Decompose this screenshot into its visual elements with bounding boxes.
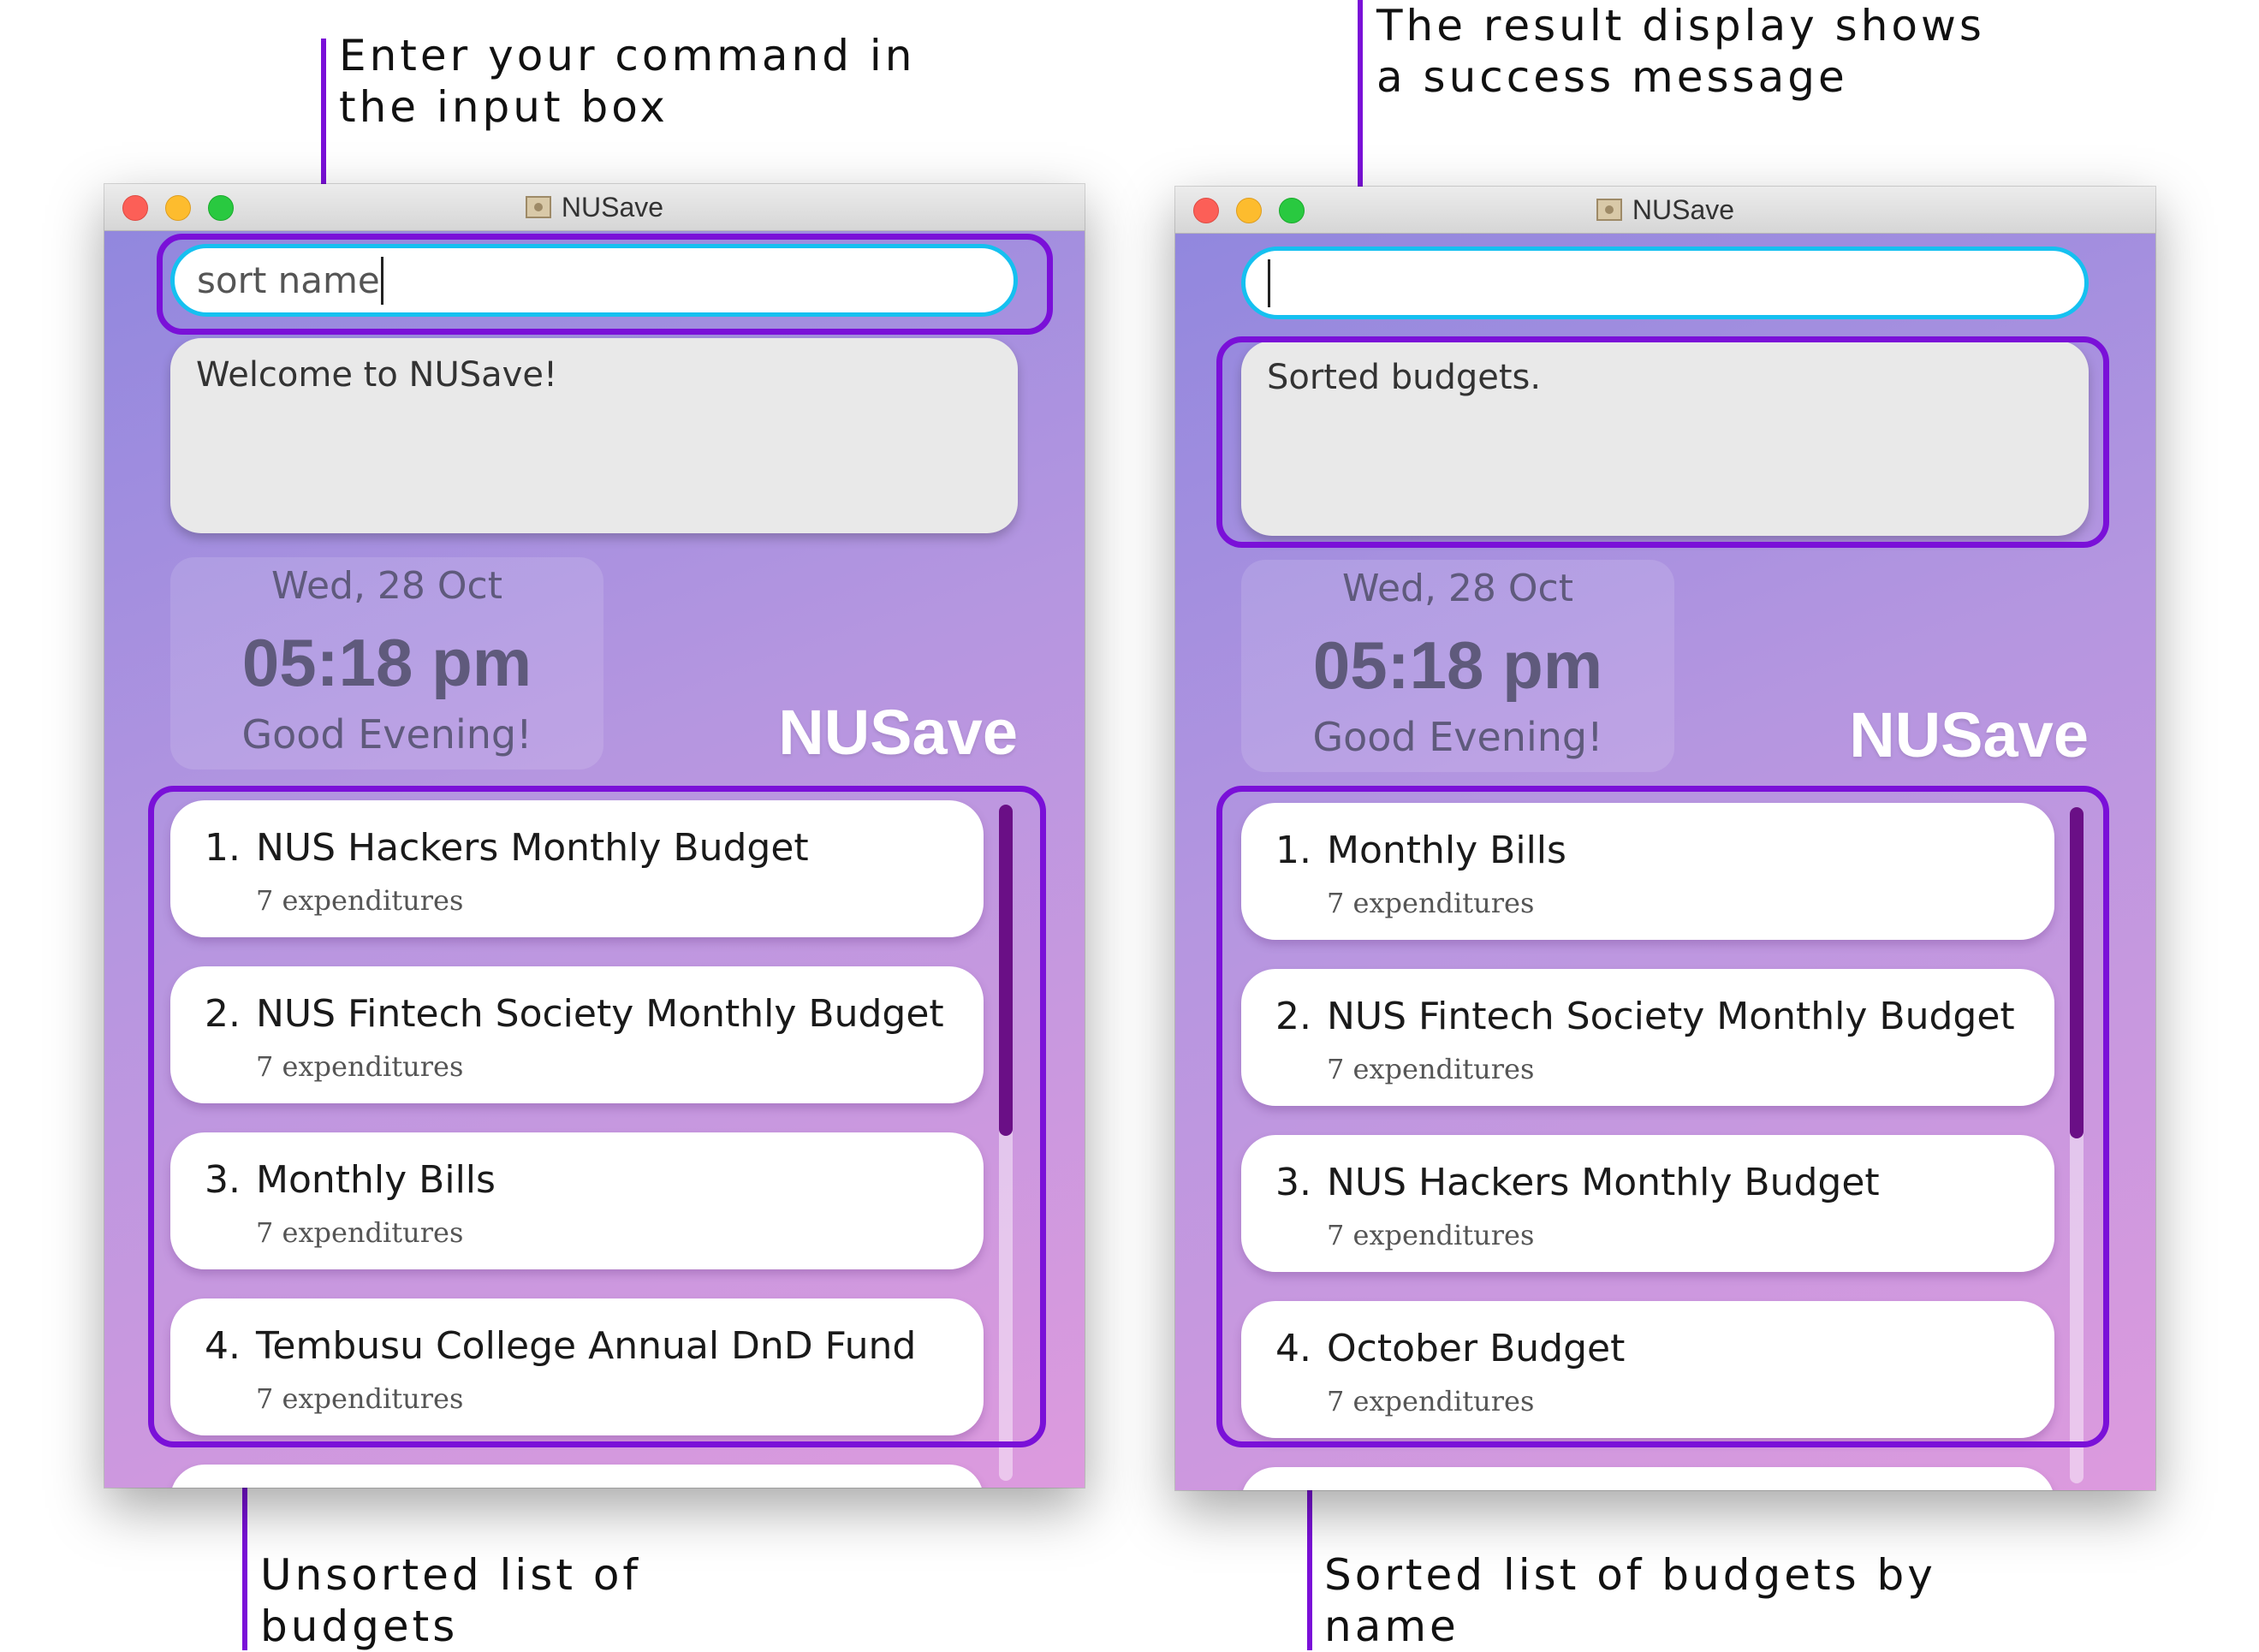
budget-title: NUS Fintech Society Monthly Budget	[1327, 995, 2015, 1038]
budget-index: 2.	[205, 992, 241, 1036]
text-caret	[1268, 258, 1270, 307]
window-title: NUSave	[561, 191, 664, 223]
minimize-window-button[interactable]	[1236, 198, 1262, 223]
budget-list: 1. NUS Hackers Monthly Budget 7 expenditu…	[170, 800, 984, 1488]
budget-title: Tembusu College Annual DnD Fund	[256, 1324, 917, 1368]
callout-unsorted-text: Unsorted list of budgets	[260, 1550, 642, 1651]
right-app-window: NUSave Sorted budgets. Wed, 28 Oct 05:18…	[1175, 187, 2155, 1490]
minimize-window-button[interactable]	[165, 195, 191, 221]
budget-title: NUS Hackers Monthly Budget	[256, 826, 809, 870]
budget-title: October Budget	[1327, 1327, 1626, 1370]
budget-index: 3.	[205, 1158, 241, 1202]
clock-panel: Wed, 28 Oct 05:18 pm Good Evening!	[1241, 560, 1674, 772]
budget-index: 3.	[1275, 1161, 1311, 1204]
budget-name: 3. NUS Hackers Monthly Budget	[1275, 1161, 1880, 1204]
budget-index: 4.	[1275, 1327, 1311, 1370]
callout-sorted-text: Sorted list of budgets by name	[1324, 1550, 1936, 1651]
budget-expenditure-count: 7 expenditures	[256, 1216, 464, 1249]
callout-input-text: Enter your command in the input box	[339, 31, 916, 132]
left-app-window: NUSave sort name Welcome to NUSave! Wed,…	[104, 184, 1085, 1488]
budget-name: 2. NUS Fintech Society Monthly Budget	[1275, 995, 2015, 1038]
budget-index: 1.	[205, 826, 241, 870]
clock-time: 05:18 pm	[1312, 627, 1603, 703]
budget-title: Monthly Bills	[256, 1158, 496, 1202]
callout-line-unsorted	[242, 1447, 247, 1650]
budget-title: NUS Fintech Society Monthly Budget	[256, 992, 944, 1036]
budget-name: 1. NUS Hackers Monthly Budget	[205, 826, 809, 870]
window-title: NUSave	[1632, 193, 1735, 225]
text-caret	[380, 256, 383, 305]
budget-card[interactable]: 1. Monthly Bills 7 expenditures	[1241, 803, 2054, 940]
budget-title: NUS Hackers Monthly Budget	[1327, 1161, 1880, 1204]
command-input[interactable]: sort name	[170, 244, 1018, 317]
callout-result-text: The result display shows a success messa…	[1376, 1, 1985, 102]
budget-name: 2. NUS Fintech Society Monthly Budget	[205, 992, 944, 1036]
greeting-text: Good Evening!	[1312, 714, 1603, 760]
budget-title: Monthly Bills	[1327, 829, 1566, 872]
budget-name: 4. October Budget	[1275, 1327, 1625, 1370]
callout-line-input	[321, 39, 326, 234]
budget-expenditure-count: 7 expenditures	[256, 1382, 464, 1415]
scrollbar-thumb[interactable]	[2070, 807, 2084, 1138]
result-display: Welcome to NUSave!	[170, 338, 1018, 533]
greeting-text: Good Evening!	[241, 711, 532, 758]
budget-expenditure-count: 7 expenditures	[1327, 1219, 1535, 1251]
budget-expenditure-count: 7 expenditures	[1327, 1385, 1535, 1417]
zoom-window-button[interactable]	[208, 195, 234, 221]
clock-time: 05:18 pm	[241, 625, 532, 700]
title-bar: NUSave	[1175, 187, 2155, 234]
brand-logo-text: NUSave	[778, 697, 1018, 768]
scrollbar-thumb[interactable]	[999, 805, 1013, 1136]
budget-card[interactable]: 3. Monthly Bills 7 expenditures	[170, 1132, 984, 1269]
budget-name: 4. Tembusu College Annual DnD Fund	[205, 1324, 916, 1368]
budget-card[interactable]: 2. NUS Fintech Society Monthly Budget 7 e…	[1241, 969, 2054, 1106]
title-bar: NUSave	[104, 184, 1085, 231]
budget-index: 4.	[205, 1324, 241, 1368]
close-window-button[interactable]	[1193, 198, 1219, 223]
budget-name: 3. Monthly Bills	[205, 1158, 496, 1202]
budget-expenditure-count: 7 expenditures	[1327, 1053, 1535, 1085]
callout-line-result	[1358, 0, 1363, 338]
budget-expenditure-count: 7 expenditures	[1327, 887, 1535, 919]
budget-card-partial[interactable]	[170, 1465, 984, 1488]
app-icon	[525, 196, 551, 218]
close-window-button[interactable]	[122, 195, 148, 221]
clock-date: Wed, 28 Oct	[1342, 567, 1573, 610]
budget-list: 1. Monthly Bills 7 expenditures 2. NUS Fin…	[1241, 803, 2054, 1490]
callout-line-sorted	[1307, 1447, 1312, 1650]
budget-card[interactable]: 4. October Budget 7 expenditures	[1241, 1301, 2054, 1438]
budget-card[interactable]: 1. NUS Hackers Monthly Budget 7 expenditu…	[170, 800, 984, 937]
budget-card[interactable]: 4. Tembusu College Annual DnD Fund 7 expe…	[170, 1298, 984, 1435]
result-display: Sorted budgets.	[1241, 341, 2089, 536]
budget-card[interactable]: 2. NUS Fintech Society Monthly Budget 7 e…	[170, 966, 984, 1103]
clock-date: Wed, 28 Oct	[271, 564, 502, 608]
budget-index: 2.	[1275, 995, 1311, 1038]
brand-logo-text: NUSave	[1849, 699, 2089, 770]
budget-index: 1.	[1275, 829, 1311, 872]
budget-name: 1. Monthly Bills	[1275, 829, 1566, 872]
command-input[interactable]	[1241, 247, 2089, 319]
result-text: Sorted budgets.	[1267, 358, 1542, 397]
clock-panel: Wed, 28 Oct 05:18 pm Good Evening!	[170, 557, 603, 770]
command-input-value: sort name	[197, 259, 380, 301]
budget-card[interactable]: 3. NUS Hackers Monthly Budget 7 expenditu…	[1241, 1135, 2054, 1272]
budget-expenditure-count: 7 expenditures	[256, 884, 464, 917]
budget-expenditure-count: 7 expenditures	[256, 1050, 464, 1083]
app-icon	[1596, 199, 1622, 221]
zoom-window-button[interactable]	[1279, 198, 1305, 223]
result-text: Welcome to NUSave!	[196, 355, 557, 395]
budget-card-partial[interactable]	[1241, 1467, 2054, 1490]
